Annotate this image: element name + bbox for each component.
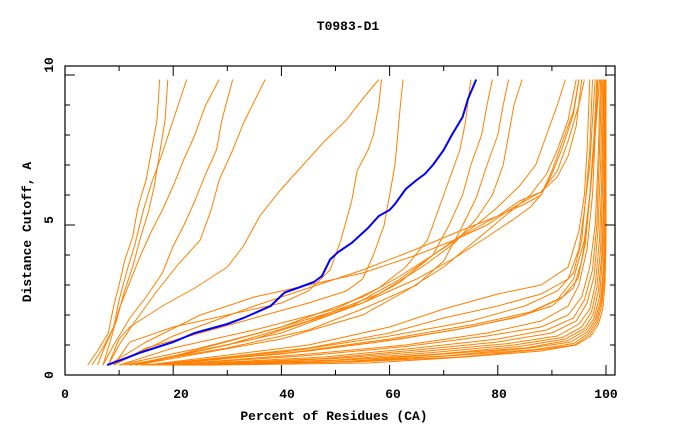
model-curve-7 bbox=[107, 79, 380, 366]
x-tick-label: 80 bbox=[491, 387, 507, 402]
model-curve-8 bbox=[113, 79, 382, 366]
model-curve-24 bbox=[162, 79, 602, 366]
model-curve-28 bbox=[178, 79, 605, 366]
model-curve-32 bbox=[194, 79, 607, 366]
model-curve-37 bbox=[151, 79, 599, 366]
y-axis-label: Distance Cutoff, A bbox=[20, 162, 35, 303]
model-curve-3 bbox=[97, 79, 169, 366]
x-tick-label: 20 bbox=[173, 387, 189, 402]
y-tick-label: 5 bbox=[42, 216, 57, 224]
model-curve-4 bbox=[102, 79, 220, 366]
model-curve-15 bbox=[135, 79, 577, 366]
model-curve-2 bbox=[91, 79, 188, 366]
model-curve-26 bbox=[173, 79, 604, 366]
model-curve-6 bbox=[107, 79, 266, 366]
model-curve-20 bbox=[146, 79, 591, 366]
model-curve-9 bbox=[113, 79, 404, 366]
model-curve-17 bbox=[140, 79, 585, 366]
model-curve-5 bbox=[102, 79, 234, 366]
model-curve-29 bbox=[183, 79, 606, 366]
model-curve-33 bbox=[200, 79, 607, 366]
x-axis-label: Percent of Residues (CA) bbox=[240, 409, 427, 424]
model-curve-1 bbox=[87, 79, 161, 366]
model-curve-19 bbox=[113, 79, 580, 366]
model-curve-10 bbox=[118, 79, 472, 366]
model-curve-34 bbox=[205, 79, 607, 366]
model-curve-12 bbox=[124, 79, 510, 366]
x-tick-label: 60 bbox=[385, 387, 401, 402]
model-curve-30 bbox=[183, 79, 606, 366]
model-curve-27 bbox=[173, 79, 605, 366]
highlighted-model-curve bbox=[106, 79, 478, 367]
tick-layer bbox=[64, 66, 615, 376]
model-curve-21 bbox=[151, 79, 596, 366]
model-curve-22 bbox=[156, 79, 599, 366]
model-curve-31 bbox=[189, 79, 607, 366]
y-tick-label: 0 bbox=[42, 371, 57, 379]
x-tick-label: 100 bbox=[594, 387, 618, 402]
x-tick-label: 0 bbox=[61, 387, 69, 402]
model-curve-25 bbox=[167, 79, 603, 366]
x-tick-label: 40 bbox=[279, 387, 295, 402]
model-curve-16 bbox=[135, 79, 580, 366]
highlight-layer bbox=[106, 79, 478, 367]
plot-frame bbox=[64, 65, 616, 376]
chart-title: T0983-D1 bbox=[317, 19, 380, 34]
model-curve-23 bbox=[162, 79, 600, 366]
model-curve-36 bbox=[146, 79, 593, 366]
model-curve-13 bbox=[129, 79, 523, 366]
y-tick-label: 10 bbox=[42, 57, 57, 73]
model-curve-18 bbox=[108, 79, 583, 366]
series-layer bbox=[87, 79, 607, 366]
